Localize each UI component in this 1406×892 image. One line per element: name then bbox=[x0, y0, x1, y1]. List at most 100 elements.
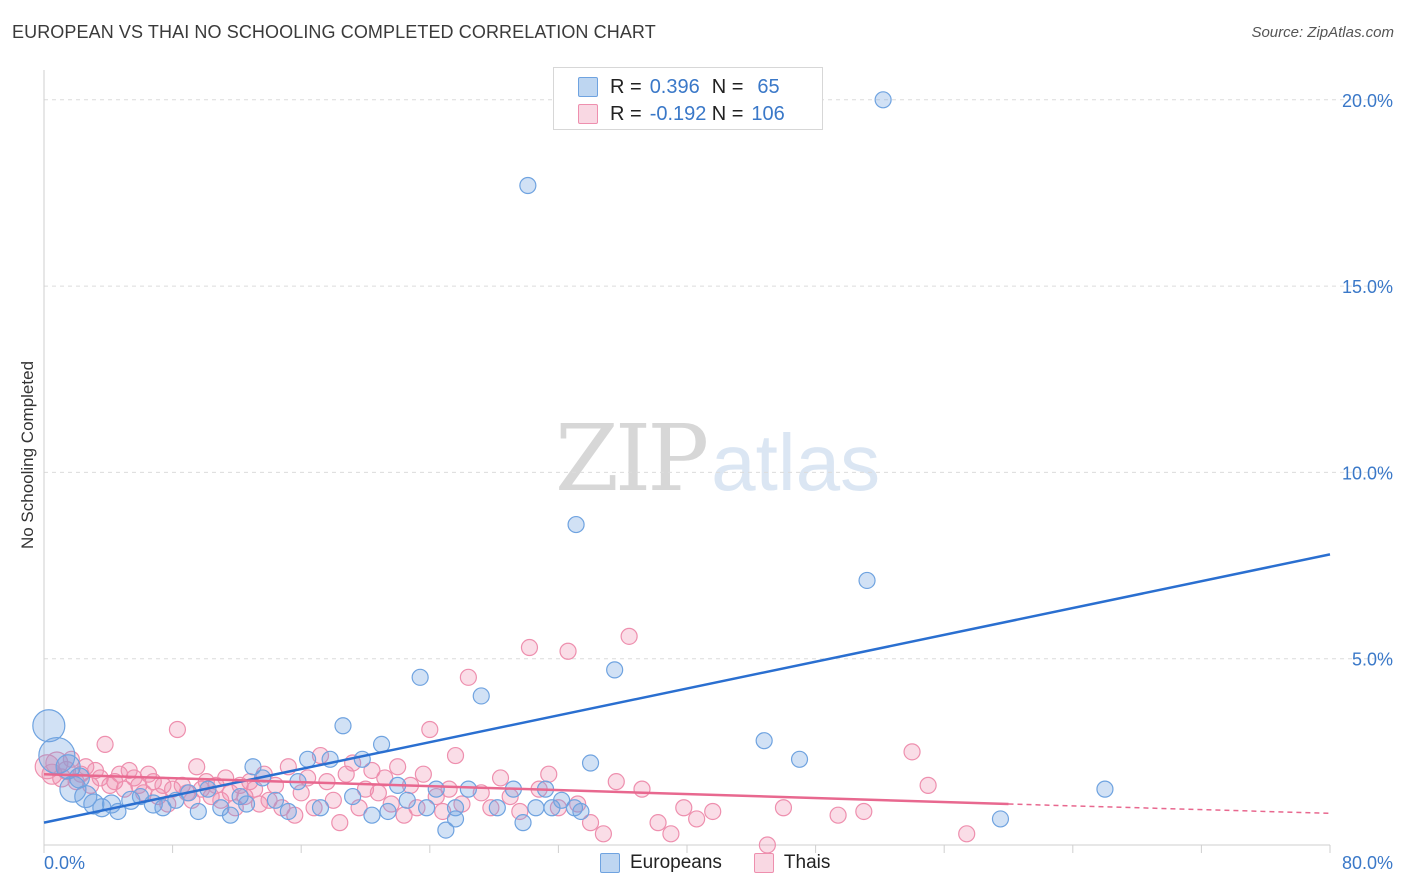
european-point bbox=[858, 571, 876, 590]
thai-point bbox=[774, 799, 793, 817]
thai-point bbox=[421, 720, 439, 739]
european-point bbox=[74, 784, 98, 809]
thai-point bbox=[520, 638, 539, 657]
legend-item-europeans[interactable]: Europeans bbox=[600, 852, 722, 874]
european-point bbox=[1096, 780, 1114, 798]
thai-point bbox=[482, 799, 500, 817]
legend-swatch-europeans bbox=[600, 853, 620, 873]
european-point bbox=[344, 787, 362, 806]
chart-title: EUROPEAN VS THAI NO SCHOOLING COMPLETED … bbox=[12, 22, 656, 42]
watermark-zip: ZIP bbox=[555, 405, 709, 512]
european-point bbox=[427, 780, 445, 798]
y-tick-label: 15.0% bbox=[1342, 277, 1393, 297]
european-point bbox=[514, 814, 532, 832]
european-point bbox=[572, 802, 590, 821]
legend-item-thais[interactable]: Thais bbox=[753, 852, 830, 874]
stats-legend: R = 0.396 N = 65 R = -0.192 N = 106 bbox=[553, 67, 823, 130]
european-point bbox=[553, 791, 571, 809]
thai-point bbox=[581, 814, 600, 832]
thai-point bbox=[607, 773, 625, 791]
thai-point bbox=[633, 780, 651, 798]
european-point bbox=[437, 821, 455, 839]
european-point bbox=[581, 754, 600, 772]
legend-r-label: R = bbox=[610, 75, 642, 98]
european-point bbox=[459, 780, 477, 798]
thai-point bbox=[704, 802, 722, 821]
y-tick-label: 5.0% bbox=[1352, 650, 1393, 670]
european-point bbox=[755, 732, 773, 750]
thai-point bbox=[459, 668, 477, 686]
legend-n-label: N = bbox=[711, 102, 744, 125]
series-legend: Europeans Thais bbox=[600, 852, 862, 874]
european-point bbox=[334, 717, 352, 735]
thai-point bbox=[168, 720, 187, 739]
thai-point bbox=[363, 761, 381, 780]
thai-point bbox=[440, 780, 458, 798]
european-point bbox=[353, 750, 371, 768]
european-point bbox=[68, 767, 90, 789]
x-tick-label: 0.0% bbox=[44, 853, 85, 873]
european-point bbox=[311, 799, 330, 817]
european-point bbox=[266, 791, 285, 809]
thai-point bbox=[331, 814, 349, 832]
european-point bbox=[519, 176, 537, 195]
thai-point bbox=[758, 836, 776, 854]
european-point bbox=[472, 687, 490, 705]
thai-point bbox=[96, 735, 114, 753]
thai-point bbox=[324, 791, 342, 809]
european-point bbox=[379, 802, 397, 821]
watermark: ZIPatlas bbox=[555, 405, 880, 512]
thai-point bbox=[369, 784, 387, 802]
thai-point bbox=[250, 795, 269, 813]
thai-point bbox=[260, 791, 278, 809]
european-point bbox=[874, 91, 892, 109]
legend-swatch-thais bbox=[578, 104, 598, 124]
thai-point bbox=[919, 776, 937, 794]
europeans-trend-line bbox=[43, 553, 1331, 824]
legend-r-value: 0.396 bbox=[649, 75, 700, 98]
legend-r-value: -0.192 bbox=[649, 102, 707, 125]
legend-swatch-thais bbox=[753, 853, 774, 873]
european-point bbox=[189, 802, 207, 821]
european-point bbox=[417, 799, 436, 817]
european-point bbox=[154, 799, 172, 817]
thai-point bbox=[675, 799, 693, 817]
watermark-atlas: atlas bbox=[711, 418, 881, 507]
legend-swatch-europeans bbox=[578, 77, 598, 97]
thai-point bbox=[594, 825, 613, 843]
european-point bbox=[398, 791, 416, 809]
thai-point bbox=[305, 799, 323, 817]
european-point bbox=[446, 799, 465, 817]
legend-n-label: N = bbox=[711, 75, 744, 98]
legend-n-value: 65 bbox=[757, 75, 780, 98]
thai-point bbox=[649, 814, 667, 832]
thai-point bbox=[829, 806, 847, 824]
thai-point bbox=[414, 765, 432, 783]
european-point bbox=[790, 750, 809, 768]
european-point bbox=[221, 806, 240, 824]
european-point bbox=[363, 806, 381, 824]
thai-point bbox=[511, 802, 529, 821]
thai-point bbox=[688, 810, 706, 828]
legend-label-europeans: Europeans bbox=[630, 852, 722, 873]
thai-point bbox=[540, 765, 558, 783]
y-tick-label: 20.0% bbox=[1342, 91, 1393, 111]
thai-point bbox=[958, 825, 976, 843]
european-point bbox=[991, 810, 1010, 828]
thais-trend-line bbox=[43, 772, 1009, 806]
thai-point bbox=[292, 784, 310, 802]
thai-point bbox=[559, 642, 577, 660]
thai-point bbox=[903, 743, 921, 761]
thai-point bbox=[446, 746, 465, 765]
thai-point bbox=[662, 825, 680, 843]
european-point bbox=[411, 668, 429, 686]
european-point bbox=[32, 709, 66, 743]
thai-point bbox=[389, 758, 407, 776]
european-point bbox=[488, 799, 506, 817]
legend-n-value: 106 bbox=[751, 102, 785, 125]
source-label: Source: ZipAtlas.com bbox=[1251, 24, 1394, 41]
thai-point bbox=[434, 802, 452, 821]
thai-point bbox=[311, 746, 330, 765]
european-point bbox=[299, 750, 317, 768]
